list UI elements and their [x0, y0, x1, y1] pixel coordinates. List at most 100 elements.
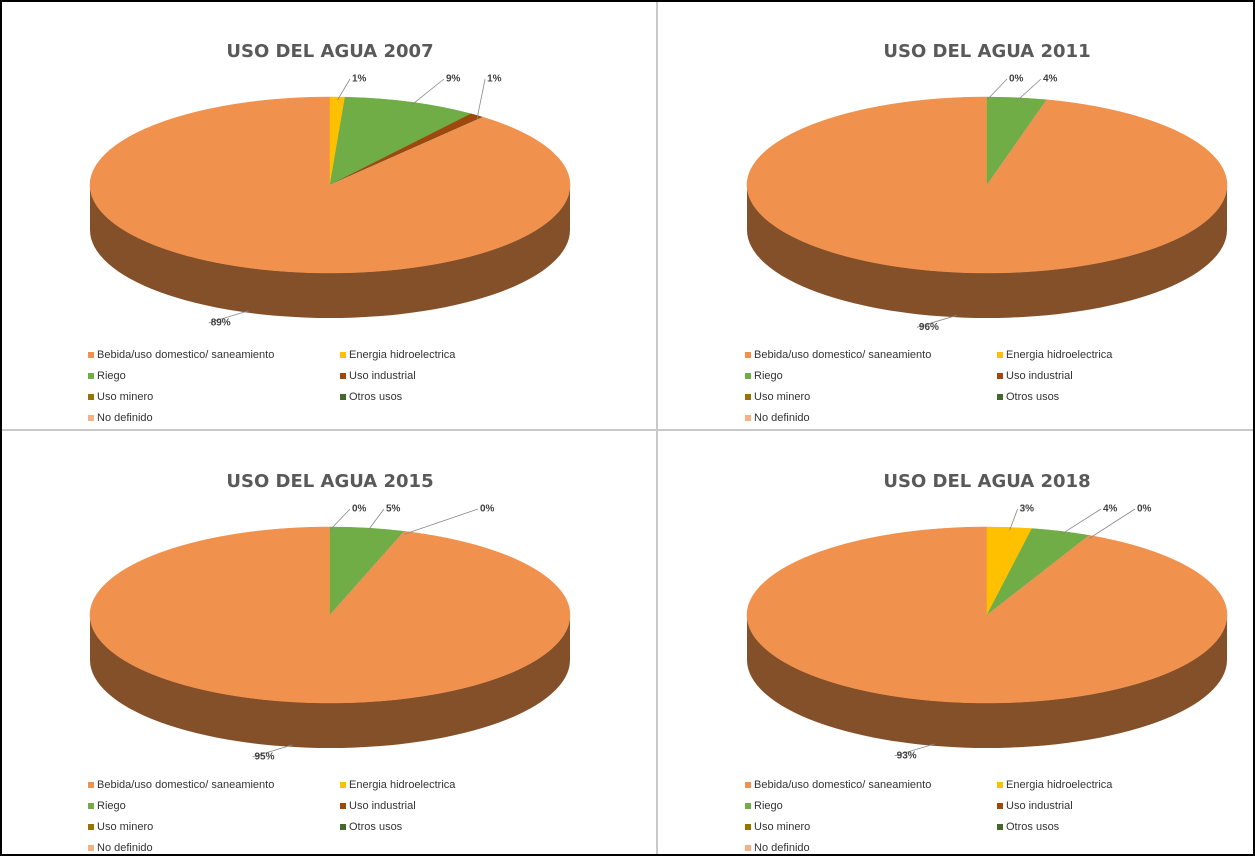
- legend-swatch: [997, 394, 1003, 400]
- legend-label: Otros usos: [1006, 391, 1060, 403]
- pie-chart: USO DEL AGUA 2011 96% 0% 4% Bebida/uso domes…: [745, 41, 1228, 424]
- legend-swatch: [997, 373, 1003, 379]
- legend-label: Uso minero: [97, 391, 153, 403]
- leader-line: [916, 314, 958, 328]
- leader-line: [367, 508, 385, 532]
- legend-swatch: [340, 803, 346, 809]
- legend-label: Uso minero: [97, 821, 153, 833]
- legend-label: Uso industrial: [349, 800, 416, 812]
- data-label: 1%: [352, 74, 367, 85]
- legend-label: No definido: [97, 412, 153, 424]
- leader-line: [476, 78, 486, 119]
- legend-swatch: [340, 394, 346, 400]
- pie-chart: USO DEL AGUA 2018 93% 3% 4% 0% Bebida/uso dom…: [745, 471, 1228, 854]
- legend-swatch: [340, 352, 346, 358]
- legend-swatch: [88, 824, 94, 830]
- leader-line: [208, 310, 249, 324]
- slice-side: [90, 185, 570, 318]
- legend-swatch: [340, 373, 346, 379]
- legend-swatch: [88, 415, 94, 421]
- legend-label: Riego: [97, 370, 126, 382]
- leader-line: [986, 78, 1008, 101]
- legend-label: No definido: [754, 412, 810, 424]
- legend-swatch: [340, 824, 346, 830]
- slice-side: [90, 615, 570, 748]
- legend-label: Otros usos: [349, 821, 403, 833]
- data-label: 96%: [919, 322, 939, 333]
- leader-line: [1060, 508, 1102, 535]
- legend-swatch: [745, 394, 751, 400]
- data-label: 1%: [487, 74, 502, 85]
- legend-swatch: [88, 845, 94, 851]
- legend-swatch: [997, 824, 1003, 830]
- legend-swatch: [88, 352, 94, 358]
- legend-swatch: [88, 373, 94, 379]
- legend-swatch: [745, 782, 751, 788]
- slice: [329, 116, 484, 186]
- legend-swatch: [997, 782, 1003, 788]
- legend-swatch: [745, 352, 751, 358]
- legend-swatch: [745, 415, 751, 421]
- data-label: 9%: [446, 74, 461, 85]
- legend-label: Otros usos: [1006, 821, 1060, 833]
- chart-title: USO DEL AGUA 2007: [226, 41, 433, 62]
- legend-label: Uso industrial: [349, 370, 416, 382]
- leader-line: [252, 744, 293, 758]
- legend-label: Riego: [754, 370, 783, 382]
- legend-label: Energia hidroelectrica: [1006, 349, 1113, 361]
- legend-swatch: [88, 394, 94, 400]
- legend-label: Energia hidroelectrica: [349, 349, 456, 361]
- data-label: 0%: [1009, 74, 1024, 85]
- legend-swatch: [340, 782, 346, 788]
- chart-title: USO DEL AGUA 2015: [226, 471, 433, 492]
- chart-title: USO DEL AGUA 2011: [883, 41, 1090, 62]
- legend-label: Bebida/uso domestico/ saneamiento: [754, 779, 931, 791]
- pie-chart: USO DEL AGUA 2007 89% 1% 9% 1% Bebida/uso dom…: [88, 41, 571, 424]
- data-label: 4%: [1043, 74, 1058, 85]
- data-label: 4%: [1103, 504, 1118, 515]
- legend-label: No definido: [97, 842, 153, 854]
- legend-label: Uso minero: [754, 391, 810, 403]
- data-label: 0%: [480, 504, 495, 515]
- legend-label: Bebida/uso domestico/ saneamiento: [754, 349, 931, 361]
- legend-swatch: [745, 824, 751, 830]
- legend-label: Bebida/uso domestico/ saneamiento: [97, 779, 274, 791]
- data-label: 5%: [386, 504, 401, 515]
- data-label: 93%: [897, 751, 917, 762]
- data-label: 95%: [254, 752, 274, 763]
- legend-label: Uso industrial: [1006, 370, 1073, 382]
- legend-label: Riego: [97, 800, 126, 812]
- leader-line: [411, 78, 445, 106]
- legend-swatch: [88, 782, 94, 788]
- slice: [329, 531, 405, 616]
- slice-side: [747, 615, 1227, 748]
- data-label: 89%: [211, 317, 231, 328]
- legend-label: No definido: [754, 842, 810, 854]
- pie-chart: USO DEL AGUA 2015 95% 0% 5% 0% Bebida/uso dom…: [88, 471, 571, 854]
- legend-swatch: [745, 845, 751, 851]
- legend-label: Bebida/uso domestico/ saneamiento: [97, 349, 274, 361]
- data-label: 0%: [352, 504, 367, 515]
- slice: [329, 96, 472, 186]
- leader-line: [894, 743, 935, 757]
- data-label: 0%: [1137, 504, 1152, 515]
- legend-swatch: [745, 373, 751, 379]
- leader-line: [1009, 508, 1018, 531]
- legend-swatch: [997, 352, 1003, 358]
- legend-label: Uso industrial: [1006, 800, 1073, 812]
- legend-label: Uso minero: [754, 821, 810, 833]
- legend-swatch: [745, 803, 751, 809]
- leader-line: [1016, 78, 1042, 101]
- legend-label: Riego: [754, 800, 783, 812]
- data-label: 3%: [1020, 504, 1035, 515]
- leader-line: [329, 508, 351, 531]
- legend-label: Energia hidroelectrica: [349, 779, 456, 791]
- leader-line: [404, 508, 479, 535]
- legend-swatch: [997, 803, 1003, 809]
- legend-swatch: [88, 803, 94, 809]
- leader-line: [1088, 508, 1136, 539]
- legend-label: Otros usos: [349, 391, 403, 403]
- legend-label: Energia hidroelectrica: [1006, 779, 1113, 791]
- leader-line: [337, 78, 351, 101]
